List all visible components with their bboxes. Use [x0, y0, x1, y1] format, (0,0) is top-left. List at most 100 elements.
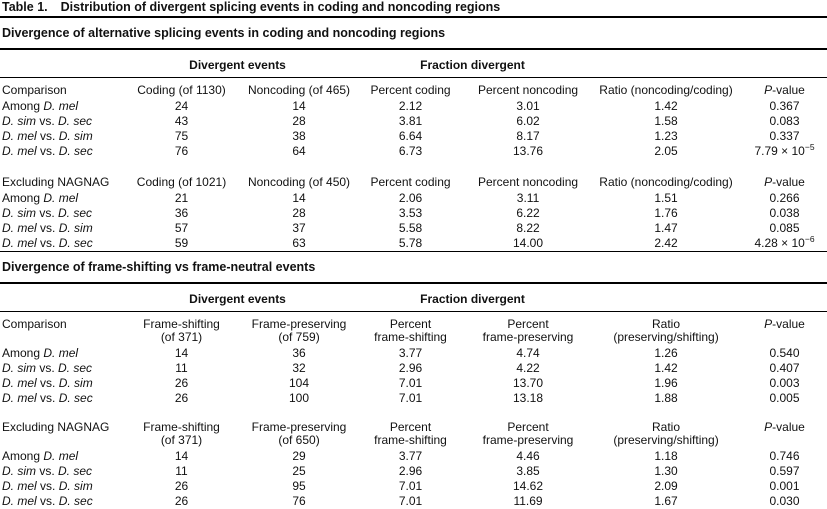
- cell: 4.22: [516, 360, 540, 375]
- cell: 14.00: [513, 235, 544, 250]
- cell: 95: [292, 478, 306, 493]
- section-coding-noncoding: Divergence of alternative splicing event…: [0, 18, 827, 251]
- cell: 7.79 × 10−5: [754, 143, 815, 158]
- cell: 3.77: [398, 448, 423, 463]
- spanner-spacer: [0, 49, 120, 78]
- cell: 8.17: [516, 128, 540, 143]
- column-header-row: Comparison Coding (of 1130) Noncoding (of …: [0, 77, 827, 99]
- cell: 59: [174, 235, 189, 250]
- column-header: P-value: [764, 174, 805, 189]
- table-row: D. mel vs. D. sec 76 64 6.73 13.76 2.05 7.79 ×…: [0, 144, 827, 159]
- cell: 64: [292, 143, 306, 158]
- spanner-divergent-events: Divergent events: [120, 49, 356, 78]
- column-header: Comparison: [2, 82, 67, 97]
- column-header-row: Excluding NAGNAG Frame-shifting (of 371) F…: [0, 415, 827, 449]
- column-header: Percent noncoding: [477, 82, 579, 97]
- table-row: D. mel vs. D. sec 59 63 5.78 14.00 2.42 4.28 ×…: [0, 236, 827, 251]
- cell: 75: [174, 128, 189, 143]
- column-header: Ratio (preserving/shifting): [613, 419, 719, 447]
- column-header: P-value: [764, 419, 805, 434]
- column-header: P-value: [764, 82, 805, 97]
- cell: 2.06: [398, 190, 423, 205]
- cell: 0.597: [769, 463, 800, 478]
- column-header: Coding (of 1021): [136, 174, 227, 189]
- cell: D. mel vs. D. sec: [2, 143, 93, 158]
- cell: 0.337: [769, 128, 800, 143]
- cell: 14: [292, 190, 306, 205]
- cell: 14: [174, 448, 189, 463]
- cell: 1.96: [654, 375, 678, 390]
- cell: 0.085: [769, 220, 800, 235]
- cell: 2.09: [654, 478, 678, 493]
- cell: 4.28 × 10−6: [754, 235, 815, 250]
- cell: Among D. mel: [2, 190, 79, 205]
- cell: 28: [292, 113, 306, 128]
- table-row: Among D. mel 14 29 3.77 4.46 1.18 0.746: [0, 449, 827, 464]
- cell: 2.96: [398, 360, 423, 375]
- cell: D. mel vs. D. sim: [2, 478, 93, 493]
- cell: 2.96: [398, 463, 423, 478]
- cell: 38: [292, 128, 306, 143]
- cell: Among D. mel: [2, 448, 79, 463]
- column-header-row: Excluding NAGNAG Coding (of 1021) Noncodin…: [0, 170, 827, 191]
- cell: D. mel vs. D. sec: [2, 235, 93, 250]
- cell: 7.01: [398, 493, 423, 508]
- column-header: P-value: [764, 316, 805, 331]
- cell: 13.70: [513, 375, 544, 390]
- cell: 32: [292, 360, 306, 375]
- column-header: Percent frame-preserving: [482, 419, 574, 447]
- cell: 26: [174, 478, 189, 493]
- cell: 7.01: [398, 375, 423, 390]
- column-header: Percent noncoding: [477, 174, 579, 189]
- cell: 6.02: [516, 113, 540, 128]
- cell: 0.367: [769, 98, 800, 113]
- table-row: Among D. mel 24 14 2.12 3.01 1.42 0.367: [0, 99, 827, 114]
- cell: 0.407: [769, 360, 800, 375]
- caption-text: Distribution of divergent splicing event…: [60, 0, 501, 14]
- cell: 25: [292, 463, 306, 478]
- cell: 14: [174, 345, 189, 360]
- column-header: Frame-shifting (of 371): [143, 419, 220, 447]
- cell: D. mel vs. D. sim: [2, 375, 93, 390]
- cell: 76: [292, 493, 306, 508]
- horizontal-rule: [0, 16, 827, 18]
- cell: 0.746: [769, 448, 800, 463]
- column-header: Noncoding (of 465): [247, 82, 351, 97]
- block-spacer: [0, 159, 827, 170]
- column-header: Excluding NAGNAG: [2, 174, 110, 189]
- horizontal-rule: [0, 250, 827, 252]
- cell: 43: [174, 113, 189, 128]
- column-header: Percent frame-shifting: [374, 419, 447, 447]
- cell: 0.083: [769, 113, 800, 128]
- column-header: Ratio (noncoding/coding): [599, 174, 733, 189]
- cell: 2.12: [398, 98, 423, 113]
- cell: 6.73: [398, 143, 423, 158]
- cell: 3.53: [398, 205, 423, 220]
- cell: D. mel vs. D. sim: [2, 128, 93, 143]
- table-row: Among D. mel 21 14 2.06 3.11 1.51 0.266: [0, 191, 827, 206]
- table-caption: Table 1. Distribution of divergent splici…: [0, 0, 827, 16]
- cell: 1.88: [654, 390, 678, 405]
- cell: 57: [174, 220, 189, 235]
- cell: 1.23: [654, 128, 678, 143]
- cell: 1.42: [654, 360, 678, 375]
- cell: D. sim vs. D. sec: [2, 113, 93, 128]
- table-row: D. mel vs. D. sim 75 38 6.64 8.17 1.23 0.337: [0, 129, 827, 144]
- cell: 1.67: [654, 493, 678, 508]
- section-title: Divergence of alternative splicing event…: [2, 26, 446, 40]
- horizontal-rule: [0, 282, 827, 284]
- cell: 0.030: [769, 493, 800, 508]
- cell: 1.47: [654, 220, 678, 235]
- cell: D. sim vs. D. sec: [2, 360, 93, 375]
- column-header: Percent coding: [370, 174, 451, 189]
- table-row: D. sim vs. D. sec 11 25 2.96 3.85 1.30 0.597: [0, 464, 827, 479]
- cell: 76: [174, 143, 189, 158]
- cell: 28: [292, 205, 306, 220]
- cell: 13.18: [513, 390, 544, 405]
- spanner-spacer: [590, 283, 743, 312]
- column-header: Ratio (preserving/shifting): [613, 316, 719, 344]
- frame-shifting-table: Divergent events Fraction divergent Comp…: [0, 283, 827, 509]
- cell: 1.76: [654, 205, 678, 220]
- column-header: Coding (of 1130): [137, 82, 226, 97]
